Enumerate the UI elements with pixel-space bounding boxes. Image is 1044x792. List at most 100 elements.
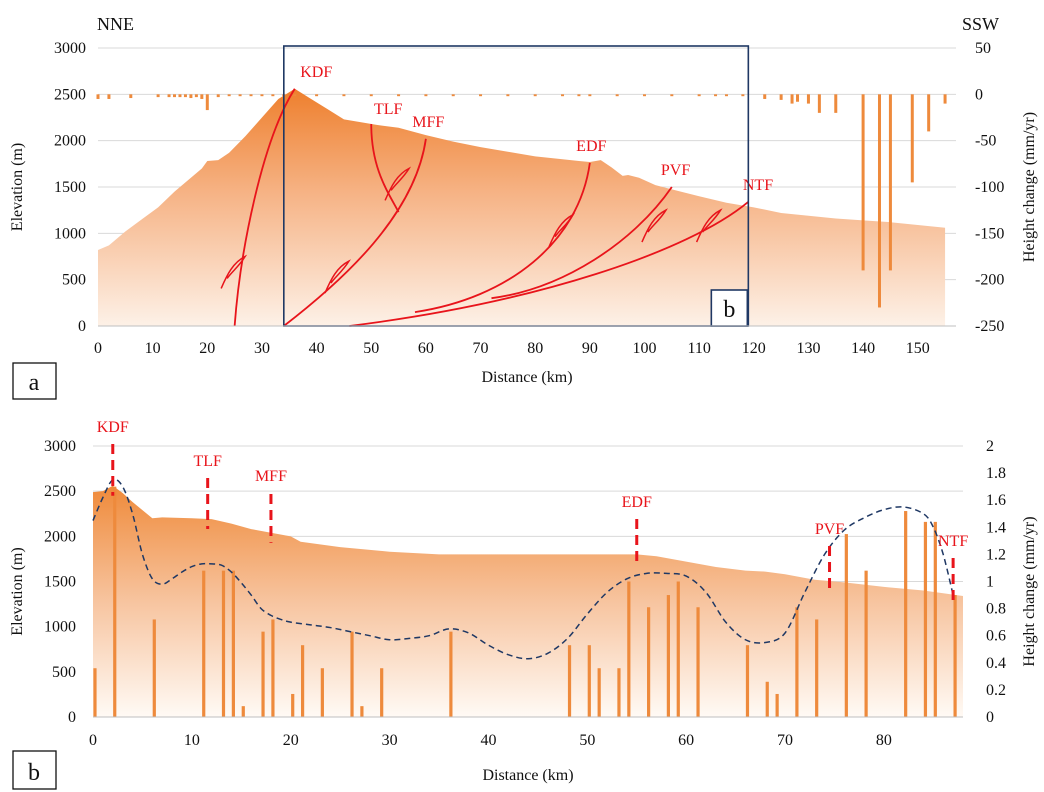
x-tick-label: 80 — [876, 732, 892, 749]
height-change-bar — [449, 631, 453, 717]
height-change-bar — [796, 94, 800, 102]
height-change-bar — [697, 94, 701, 97]
height-change-bar — [741, 94, 745, 97]
x-tick-label: 70 — [473, 340, 489, 357]
height-change-bar — [271, 619, 275, 717]
height-change-bar — [765, 681, 769, 717]
y-tick-label: 500 — [62, 272, 86, 289]
height-change-bar — [953, 595, 957, 717]
x-tick-label: 90 — [582, 340, 598, 357]
height-change-bar — [113, 486, 117, 717]
y2-tick-label: 0.8 — [986, 601, 1006, 618]
x-tick-label: 60 — [678, 732, 694, 749]
y2-tick-label: 1.6 — [986, 492, 1006, 509]
y2-tick-label: -50 — [975, 133, 996, 150]
height-change-bar — [238, 94, 242, 97]
y-axis-title: Elevation (m) — [9, 143, 26, 231]
height-change-bar — [320, 668, 324, 717]
height-change-bar — [775, 693, 779, 717]
fault-line-pvf — [491, 186, 673, 300]
fault-line-edf — [414, 162, 591, 313]
height-change-bar — [790, 94, 794, 104]
height-change-bar — [714, 94, 718, 97]
fold-symbol — [324, 259, 351, 294]
height-change-bar — [724, 94, 728, 97]
height-change-bar — [927, 94, 931, 132]
y2-tick-label: -150 — [975, 225, 1004, 242]
x-tick-label: 0 — [89, 732, 97, 749]
height-change-bar — [561, 94, 565, 97]
y-tick-label: 1000 — [44, 619, 76, 636]
height-change-bar — [249, 94, 253, 97]
height-change-bar — [844, 534, 848, 717]
height-change-bar — [241, 706, 245, 717]
height-change-bar — [904, 511, 908, 717]
x-tick-label: 100 — [632, 340, 656, 357]
height-change-bar — [479, 94, 483, 97]
height-change-bar — [152, 619, 156, 717]
height-change-bar — [424, 94, 428, 97]
height-change-bar — [567, 645, 572, 717]
height-change-bar — [815, 619, 819, 717]
trend-curve — [92, 478, 954, 660]
panel-label: a — [29, 370, 40, 396]
fold-symbol — [548, 212, 576, 247]
height-change-bar — [877, 94, 881, 308]
height-change-bar — [300, 645, 305, 717]
x-tick-label: 120 — [742, 340, 766, 357]
y2-tick-label: 0 — [986, 709, 994, 726]
height-change-bar — [260, 94, 264, 97]
height-change-bar — [178, 94, 182, 98]
x-tick-label: 40 — [309, 340, 325, 357]
height-change-bar — [451, 94, 455, 97]
fault-label-mff: MFF — [412, 114, 444, 131]
height-change-bar — [666, 595, 670, 717]
height-change-bar — [183, 94, 187, 98]
height-change-bar — [506, 94, 510, 97]
height-change-bar — [93, 668, 97, 717]
height-change-bar — [795, 607, 799, 717]
y-tick-label: 1500 — [44, 574, 76, 591]
height-change-bar — [189, 94, 193, 99]
height-change-bar — [107, 94, 111, 99]
y2-tick-label: -100 — [975, 179, 1004, 196]
fault-label-pvf: PVF — [661, 162, 690, 179]
height-change-bar — [293, 94, 297, 97]
height-change-bar — [676, 581, 680, 717]
height-change-bar — [615, 94, 619, 97]
height-change-bar — [834, 94, 838, 113]
height-change-bar — [342, 94, 346, 97]
terrain-area — [93, 485, 963, 717]
height-change-bar — [627, 581, 631, 717]
fault-label-ntf: NTF — [938, 533, 968, 550]
y-tick-label: 2000 — [54, 133, 86, 150]
height-change-bar — [271, 94, 275, 97]
y2-tick-label: -250 — [975, 318, 1004, 335]
fault-label-edf: EDF — [576, 138, 606, 155]
fault-line-ntf — [349, 201, 749, 327]
height-change-bar — [587, 645, 591, 717]
x-tick-label: 70 — [777, 732, 793, 749]
height-change-bar — [597, 668, 601, 717]
y2-tick-label: -200 — [975, 272, 1004, 289]
x-axis-title: Distance (km) — [482, 767, 573, 784]
x-tick-label: 30 — [382, 732, 398, 749]
height-change-bar — [291, 693, 295, 717]
height-change-bar — [864, 570, 868, 717]
terrain-area — [98, 88, 946, 326]
x-tick-label: 0 — [94, 340, 102, 357]
panel-a: KDF TLF MFF EDF PVF NTF b 0 10 20 30 40 50 60 70 80 90 10… — [9, 40, 1038, 400]
height-change-bar — [200, 94, 204, 99]
x-tick-label: 110 — [687, 340, 710, 357]
y2-tick-label: 0.4 — [986, 655, 1006, 672]
height-change-bar — [696, 607, 700, 717]
height-change-bar — [861, 94, 865, 271]
height-change-bar — [888, 94, 892, 271]
y-tick-label: 2500 — [54, 86, 86, 103]
fold-symbol — [695, 208, 723, 243]
y-axis-title: Elevation (m) — [9, 547, 26, 635]
y2-axis-title: Height change (mm/yr) — [1021, 112, 1038, 262]
x-tick-label: 150 — [906, 340, 930, 357]
